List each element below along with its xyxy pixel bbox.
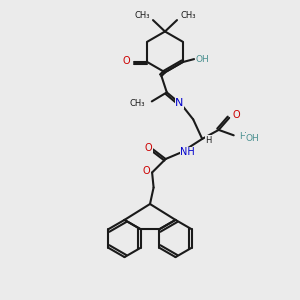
Text: O: O: [232, 110, 240, 121]
Text: CH₃: CH₃: [134, 11, 150, 20]
Text: OH: OH: [245, 134, 259, 143]
Text: CH₃: CH₃: [180, 11, 196, 20]
Text: NH: NH: [180, 147, 195, 158]
Text: O: O: [143, 166, 151, 176]
Text: O: O: [145, 143, 153, 153]
Text: CH₃: CH₃: [130, 99, 145, 108]
Text: H: H: [205, 136, 211, 145]
Text: N: N: [175, 98, 184, 109]
Text: OH: OH: [196, 55, 209, 64]
Text: H: H: [239, 132, 246, 141]
Text: O: O: [122, 56, 130, 66]
